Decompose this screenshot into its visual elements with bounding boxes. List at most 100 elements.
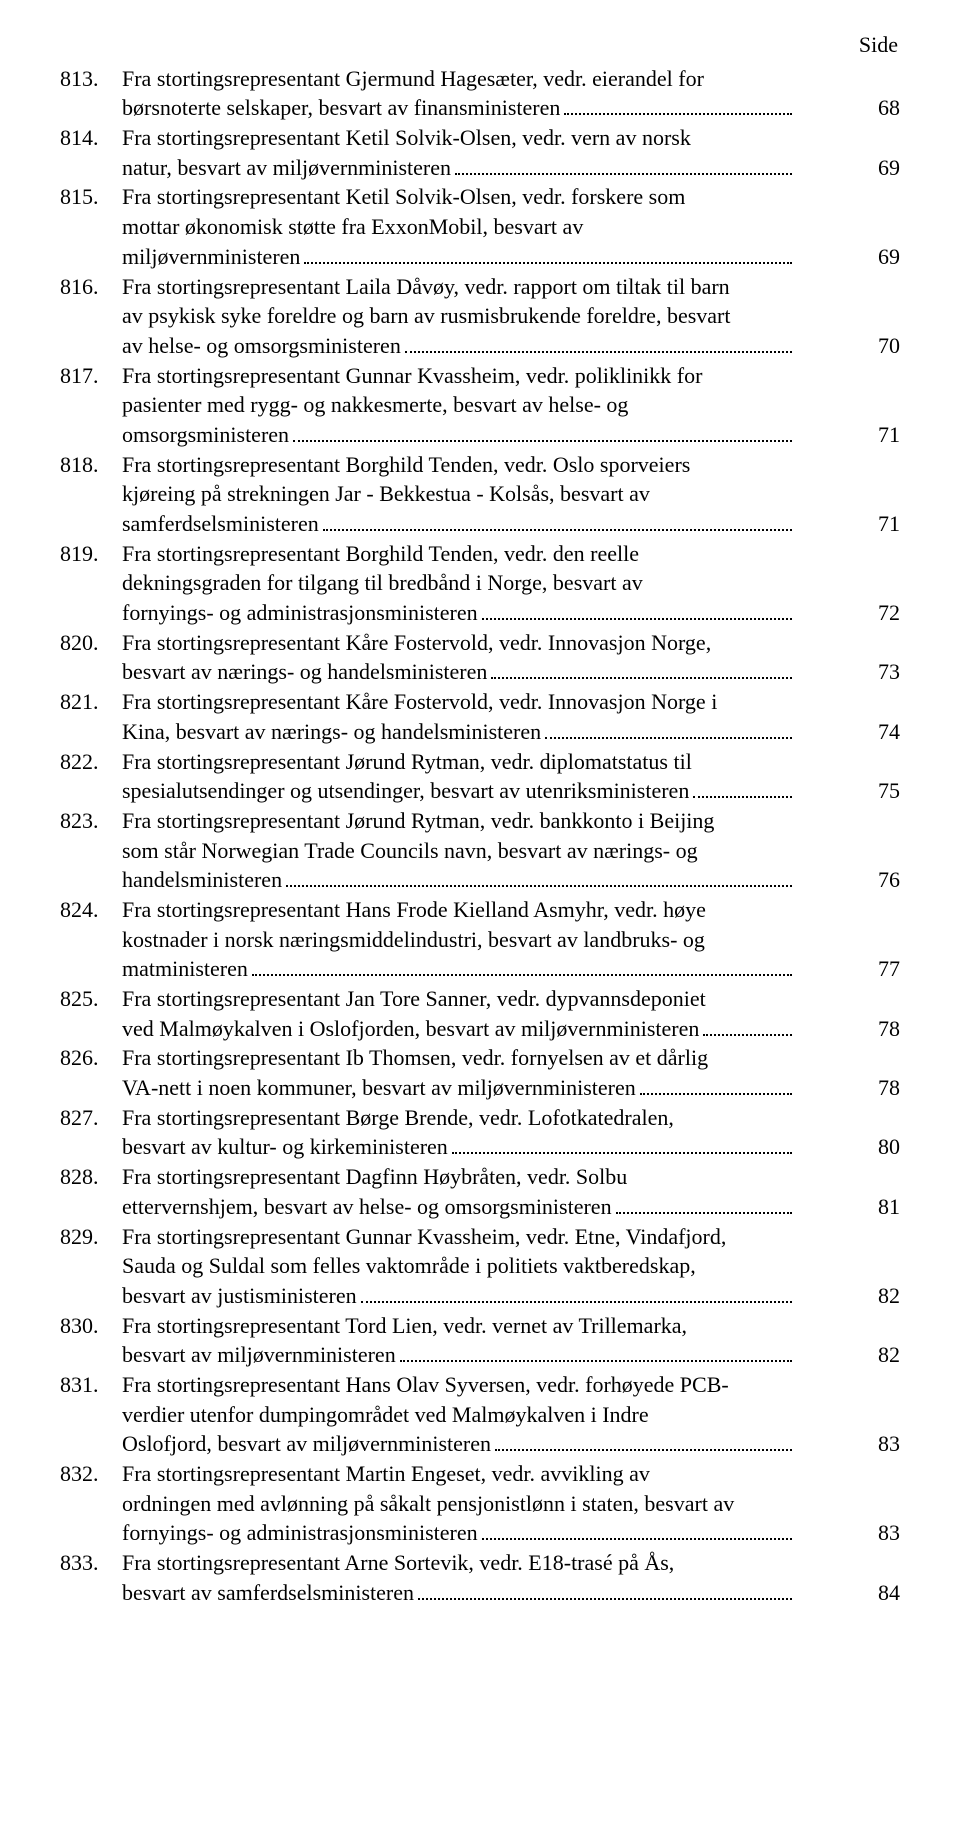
entry-page-number: 81 [854, 1192, 900, 1222]
entry-page-number: 71 [854, 509, 900, 539]
entry-text-line: Fra stortingsrepresentant Jørund Rytman,… [122, 806, 796, 836]
leader-dots [640, 1073, 792, 1095]
leader-dots [564, 94, 792, 116]
entry-text-line: Fra stortingsrepresentant Gunnar Kvasshe… [122, 1222, 796, 1252]
entry-last-line: besvart av justisministeren [122, 1281, 796, 1311]
entry-last-line-text: miljøvernministeren [122, 242, 300, 272]
toc-entry: 817.Fra stortingsrepresentant Gunnar Kva… [60, 361, 900, 450]
entry-page-number: 74 [854, 717, 900, 747]
entry-page-number: 70 [854, 331, 900, 361]
entry-number: 828. [60, 1162, 122, 1192]
toc-entry: 824.Fra stortingsrepresentant Hans Frode… [60, 895, 900, 984]
toc-entry: 828.Fra stortingsrepresentant Dagfinn Hø… [60, 1162, 900, 1221]
entry-last-line: Oslofjord, besvart av miljøvernministere… [122, 1429, 796, 1459]
toc-entry: 815.Fra stortingsrepresentant Ketil Solv… [60, 182, 900, 271]
entry-text: Fra stortingsrepresentant Børge Brende, … [122, 1103, 854, 1162]
entry-last-line: Kina, besvart av nærings- og handelsmini… [122, 717, 796, 747]
entry-last-line: omsorgsministeren [122, 420, 796, 450]
entry-text: Fra stortingsrepresentant Hans Frode Kie… [122, 895, 854, 984]
entry-text: Fra stortingsrepresentant Jørund Rytman,… [122, 747, 854, 806]
toc-entry: 833.Fra stortingsrepresentant Arne Sorte… [60, 1548, 900, 1607]
leader-dots [304, 242, 792, 264]
entry-page-number: 82 [854, 1340, 900, 1370]
entry-text-line: verdier utenfor dumpingområdet ved Malmø… [122, 1400, 796, 1430]
entry-number: 833. [60, 1548, 122, 1578]
entry-last-line: fornyings- og administrasjonsministeren [122, 1518, 796, 1548]
entry-last-line: besvart av kultur- og kirkeministeren [122, 1132, 796, 1162]
toc-entry: 832.Fra stortingsrepresentant Martin Eng… [60, 1459, 900, 1548]
entry-last-line-text: besvart av miljøvernministeren [122, 1340, 396, 1370]
leader-dots [495, 1430, 792, 1452]
toc-entry: 830.Fra stortingsrepresentant Tord Lien,… [60, 1311, 900, 1370]
entry-page-number: 80 [854, 1132, 900, 1162]
entry-last-line-text: besvart av kultur- og kirkeministeren [122, 1132, 448, 1162]
entry-last-line-text: Oslofjord, besvart av miljøvernministere… [122, 1429, 491, 1459]
entry-text-line: Fra stortingsrepresentant Ketil Solvik-O… [122, 123, 796, 153]
entry-last-line-text: besvart av justisministeren [122, 1281, 357, 1311]
entry-text-line: ordningen med avlønning på såkalt pensjo… [122, 1489, 796, 1519]
entry-last-line: miljøvernministeren [122, 242, 796, 272]
leader-dots [491, 658, 792, 680]
entry-last-line: besvart av nærings- og handelsministeren [122, 657, 796, 687]
entry-number: 815. [60, 182, 122, 212]
entry-text: Fra stortingsrepresentant Laila Dåvøy, v… [122, 272, 854, 361]
entry-last-line: besvart av miljøvernministeren [122, 1340, 796, 1370]
entry-number: 827. [60, 1103, 122, 1133]
entry-last-line-text: handelsministeren [122, 865, 282, 895]
entry-number: 829. [60, 1222, 122, 1252]
toc-entry: 826.Fra stortingsrepresentant Ib Thomsen… [60, 1043, 900, 1102]
entry-last-line-text: natur, besvart av miljøvernministeren [122, 153, 451, 183]
entry-text: Fra stortingsrepresentant Ketil Solvik-O… [122, 123, 854, 182]
entry-last-line-text: fornyings- og administrasjonsministeren [122, 1518, 478, 1548]
toc-page: Side 813.Fra stortingsrepresentant Gjerm… [0, 0, 960, 1637]
toc-entry: 829.Fra stortingsrepresentant Gunnar Kva… [60, 1222, 900, 1311]
entry-text: Fra stortingsrepresentant Jørund Rytman,… [122, 806, 854, 895]
entry-text-line: Fra stortingsrepresentant Kåre Fostervol… [122, 687, 796, 717]
toc-entry: 825.Fra stortingsrepresentant Jan Tore S… [60, 984, 900, 1043]
entry-text-line: mottar økonomisk støtte fra ExxonMobil, … [122, 212, 796, 242]
entry-text-line: kjøreing på strekningen Jar - Bekkestua … [122, 479, 796, 509]
entry-text: Fra stortingsrepresentant Kåre Fostervol… [122, 687, 854, 746]
entry-last-line: samferdselsministeren [122, 509, 796, 539]
entry-last-line-text: ved Malmøykalven i Oslofjorden, besvart … [122, 1014, 699, 1044]
entry-last-line-text: børsnoterte selskaper, besvart av finans… [122, 93, 560, 123]
entry-text: Fra stortingsrepresentant Arne Sortevik,… [122, 1548, 854, 1607]
entry-number: 822. [60, 747, 122, 777]
toc-entry: 831.Fra stortingsrepresentant Hans Olav … [60, 1370, 900, 1459]
entry-page-number: 69 [854, 153, 900, 183]
entry-last-line-text: spesialutsendinger og utsendinger, besva… [122, 776, 689, 806]
entry-last-line-text: besvart av samferdselsministeren [122, 1578, 414, 1608]
entry-text-line: Fra stortingsrepresentant Hans Olav Syve… [122, 1370, 796, 1400]
toc-entry: 823.Fra stortingsrepresentant Jørund Ryt… [60, 806, 900, 895]
entry-number: 821. [60, 687, 122, 717]
entry-number: 817. [60, 361, 122, 391]
entry-text-line: Fra stortingsrepresentant Tord Lien, ved… [122, 1311, 796, 1341]
entry-text-line: Fra stortingsrepresentant Jan Tore Sanne… [122, 984, 796, 1014]
toc-entries: 813.Fra stortingsrepresentant Gjermund H… [60, 64, 900, 1608]
entry-text-line: Fra stortingsrepresentant Jørund Rytman,… [122, 747, 796, 777]
entry-number: 824. [60, 895, 122, 925]
entry-page-number: 78 [854, 1073, 900, 1103]
entry-page-number: 76 [854, 865, 900, 895]
entry-page-number: 83 [854, 1429, 900, 1459]
entry-number: 826. [60, 1043, 122, 1073]
entry-last-line-text: omsorgsministeren [122, 420, 289, 450]
entry-text-line: Sauda og Suldal som felles vaktområde i … [122, 1251, 796, 1281]
entry-last-line: av helse- og omsorgsministeren [122, 331, 796, 361]
entry-last-line: fornyings- og administrasjonsministeren [122, 598, 796, 628]
toc-entry: 819.Fra stortingsrepresentant Borghild T… [60, 539, 900, 628]
toc-entry: 816.Fra stortingsrepresentant Laila Dåvø… [60, 272, 900, 361]
entry-text: Fra stortingsrepresentant Dagfinn Høybrå… [122, 1162, 854, 1221]
entry-page-number: 82 [854, 1281, 900, 1311]
entry-page-number: 71 [854, 420, 900, 450]
entry-text-line: Fra stortingsrepresentant Kåre Fostervol… [122, 628, 796, 658]
entry-last-line: VA-nett i noen kommuner, besvart av milj… [122, 1073, 796, 1103]
entry-text-line: av psykisk syke foreldre og barn av rusm… [122, 301, 796, 331]
entry-text: Fra stortingsrepresentant Gunnar Kvasshe… [122, 361, 854, 450]
entry-number: 830. [60, 1311, 122, 1341]
leader-dots [252, 955, 792, 977]
entry-text: Fra stortingsrepresentant Jan Tore Sanne… [122, 984, 854, 1043]
entry-text-line: kostnader i norsk næringsmiddelindustri,… [122, 925, 796, 955]
entry-last-line: ettervernshjem, besvart av helse- og oms… [122, 1192, 796, 1222]
entry-text: Fra stortingsrepresentant Kåre Fostervol… [122, 628, 854, 687]
